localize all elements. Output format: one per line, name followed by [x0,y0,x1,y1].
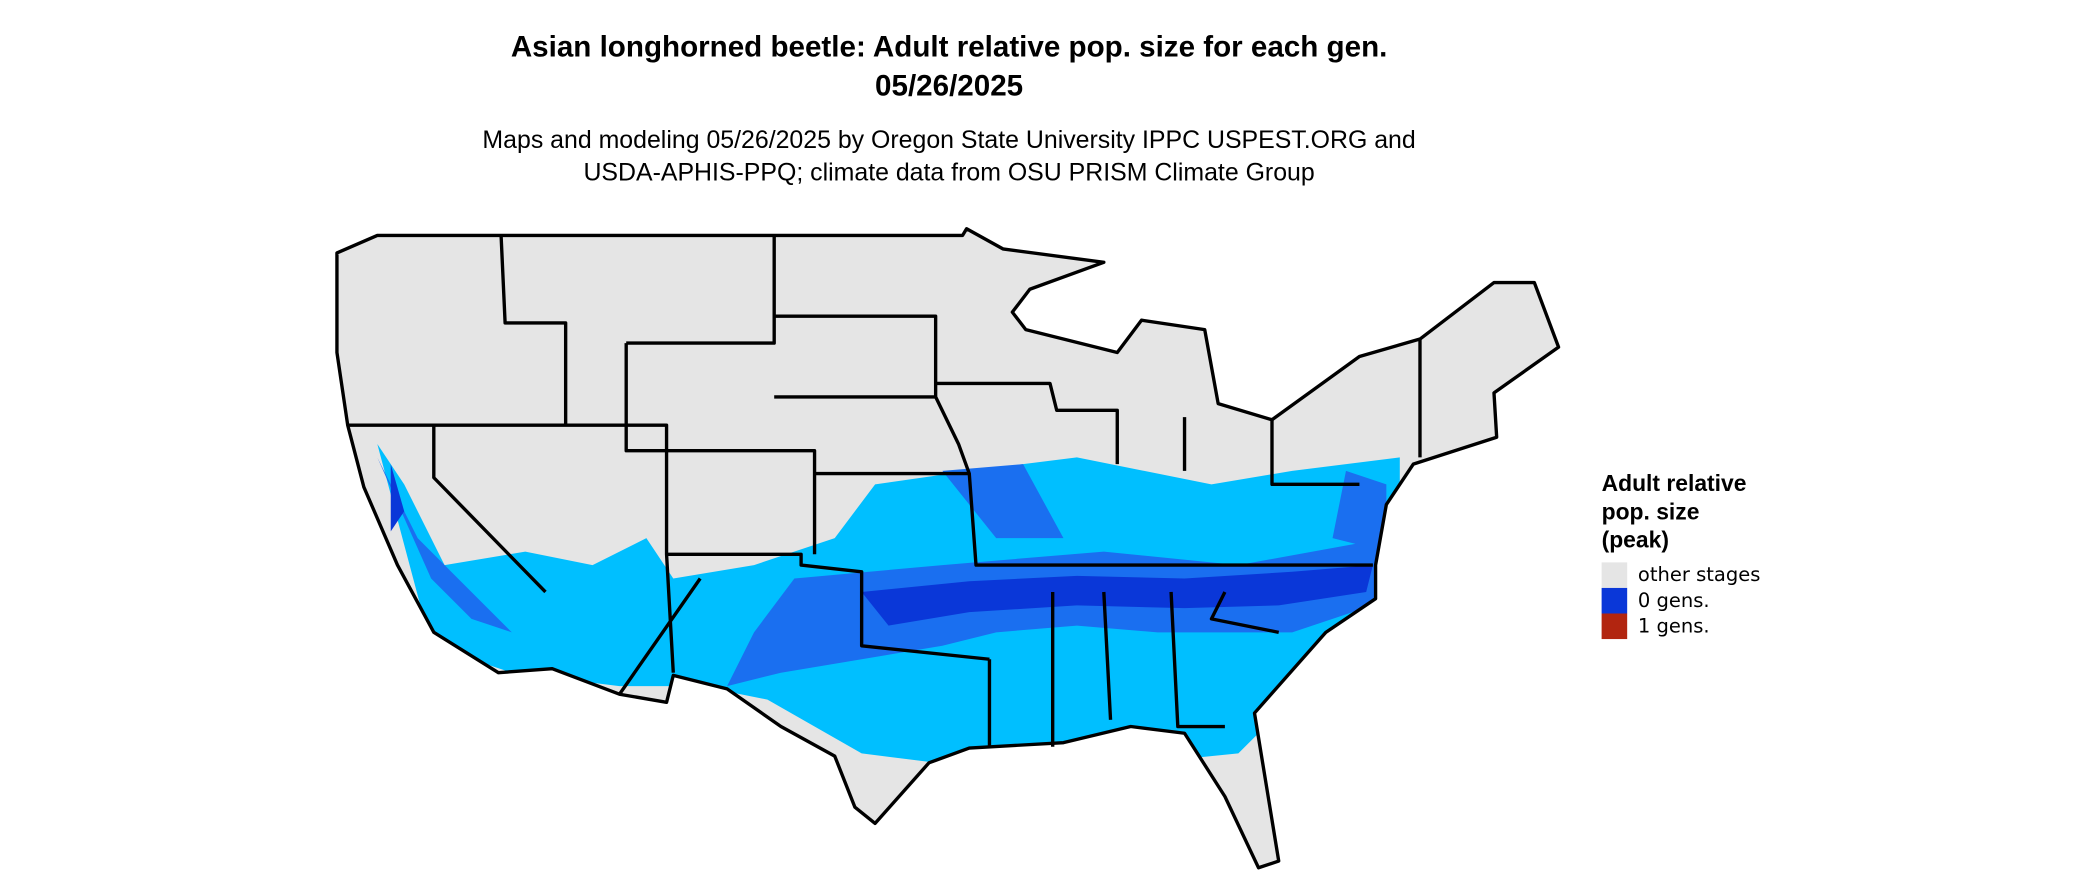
legend-title: Adult relative [1602,470,1747,496]
legend-swatch [1601,587,1628,614]
legend-label: other stages [1638,563,1760,586]
state-borders [335,227,1561,870]
title: 05/26/2025 [875,70,1023,103]
title: Asian longhorned beetle: Adult relative … [511,31,1388,64]
subtitle: Maps and modeling 05/26/2025 by Oregon S… [482,126,1415,154]
legend-title: pop. size [1602,498,1700,524]
legend-label: 0 gens. [1638,589,1710,612]
model-shading [377,443,1400,767]
subtitle: USDA-APHIS-PPQ; climate data from OSU PR… [583,158,1314,186]
legend-swatch [1601,562,1628,588]
legend-label: 1 gens. [1638,614,1710,637]
legend-title: (peak) [1602,527,1669,553]
legend: other stages 0 gens.1 gens. [1601,562,1760,640]
legend-swatch [1601,613,1628,640]
